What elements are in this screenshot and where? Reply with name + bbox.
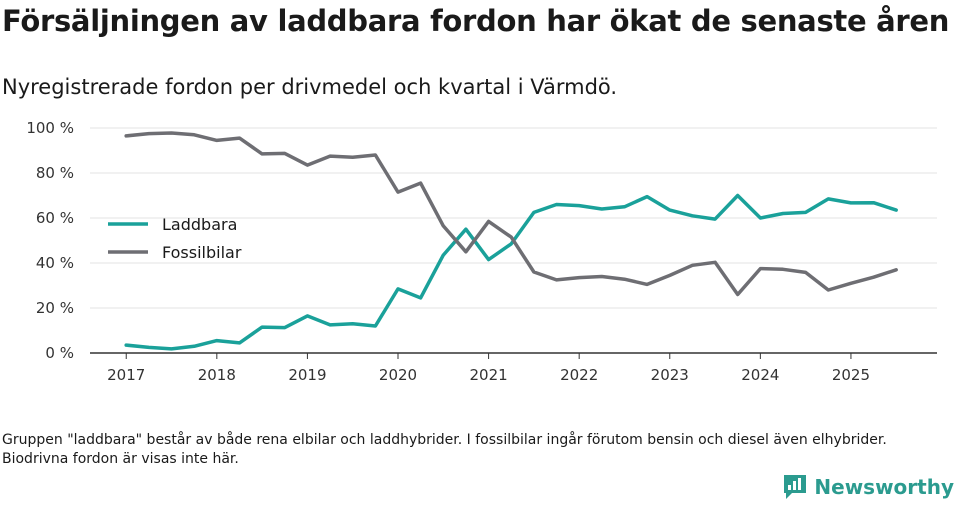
x-tick-label: 2023 <box>651 366 689 384</box>
newsworthy-logo-icon <box>784 475 807 499</box>
series-line-fossilbilar <box>124 131 898 297</box>
x-tick-label: 2017 <box>107 366 145 384</box>
x-tick-label: 2018 <box>198 366 236 384</box>
series-lines <box>124 131 898 351</box>
y-tick-label: 100 % <box>26 119 74 137</box>
x-tick-label: 2019 <box>288 366 326 384</box>
chart-title: Försäljningen av laddbara fordon har öka… <box>2 4 950 38</box>
x-tick-label: 2025 <box>832 366 870 384</box>
footnote: Gruppen "laddbara" består av både rena e… <box>2 432 887 467</box>
brand-name: Newsworthy <box>814 475 954 499</box>
legend: Laddbara Fossilbilar <box>108 215 242 262</box>
x-tick-label: 2022 <box>560 366 598 384</box>
brand: Newsworthy <box>782 473 954 501</box>
y-tick-label: 20 % <box>36 299 74 317</box>
x-tick-label: 2021 <box>469 366 507 384</box>
line-chart: 0 % 20 % 40 % 60 % 80 % 100 % 2017 2018 2019 202… <box>26 119 937 384</box>
chart-subtitle: Nyregistrerade fordon per drivmedel och … <box>2 75 618 99</box>
series-line-laddbara <box>124 193 898 351</box>
y-axis-ticks: 0 % 20 % 40 % 60 % 80 % 100 % <box>26 119 74 362</box>
y-tick-label: 60 % <box>36 209 74 227</box>
x-tick-label: 2024 <box>741 366 779 384</box>
grid-lines <box>90 127 937 309</box>
x-axis: 2017 2018 2019 2020 2021 2022 2023 2024 2025 <box>90 352 937 384</box>
y-tick-label: 40 % <box>36 254 74 272</box>
x-tick-label: 2020 <box>379 366 417 384</box>
y-tick-label: 0 % <box>45 344 74 362</box>
legend-label: Fossilbilar <box>162 243 242 262</box>
legend-label: Laddbara <box>162 215 237 234</box>
y-tick-label: 80 % <box>36 164 74 182</box>
